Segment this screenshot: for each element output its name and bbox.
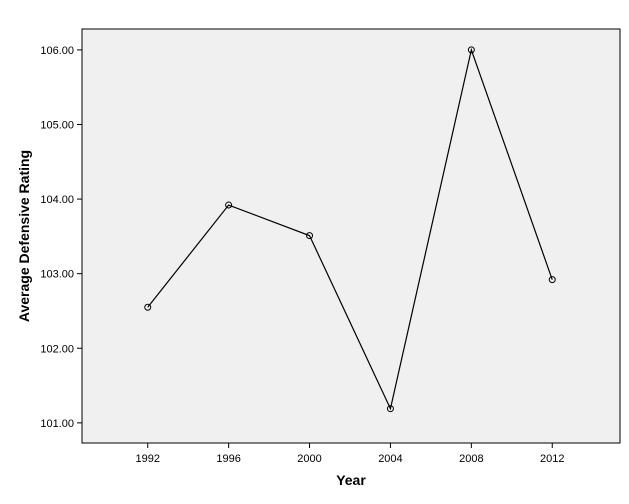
x-tick-label: 2004 xyxy=(378,453,402,465)
y-tick-label: 102.00 xyxy=(40,343,74,355)
marker xyxy=(144,303,152,311)
y-tick-label: 105.00 xyxy=(40,119,74,131)
line xyxy=(147,47,553,411)
x-tick-label: 2008 xyxy=(459,453,483,465)
marker xyxy=(548,276,556,284)
marker xyxy=(467,46,475,54)
x-tick-label: 2012 xyxy=(540,453,564,465)
x-tick-label: 2000 xyxy=(297,453,321,465)
marker xyxy=(306,232,314,240)
marker xyxy=(225,201,233,209)
y-tick-label: 101.00 xyxy=(40,418,74,430)
y-tick-label: 104.00 xyxy=(40,194,74,206)
y-tick-label: 106.00 xyxy=(40,45,74,57)
plot-area xyxy=(81,28,621,444)
marker xyxy=(386,405,394,413)
x-axis-title: Year xyxy=(336,472,366,488)
x-tick-label: 1996 xyxy=(216,453,240,465)
x-tick-label: 1992 xyxy=(135,453,159,465)
y-tick-label: 103.00 xyxy=(40,269,74,281)
y-axis-title: Average Defensive Rating xyxy=(16,150,32,322)
